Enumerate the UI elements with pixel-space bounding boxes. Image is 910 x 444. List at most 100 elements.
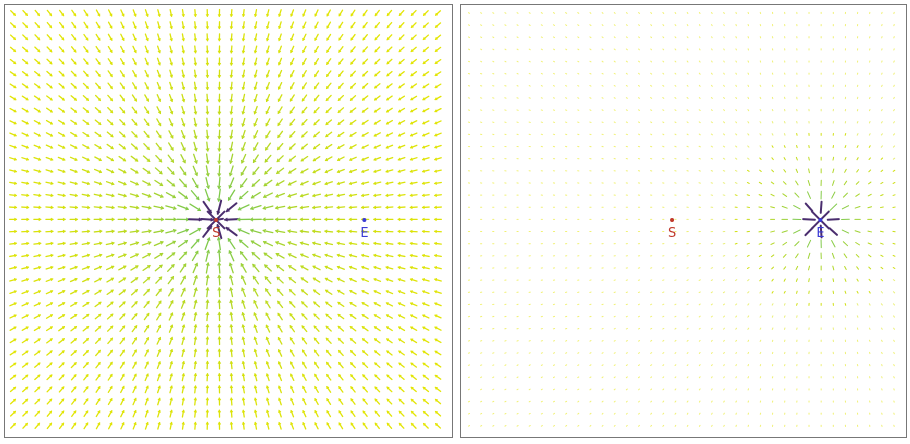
field-vector-head xyxy=(228,249,233,254)
field-vector-head xyxy=(109,385,113,389)
field-vector-head xyxy=(349,349,354,353)
field-vector xyxy=(9,83,17,89)
field-vector xyxy=(349,313,357,320)
field-vector-head xyxy=(14,205,18,209)
field-vector xyxy=(879,206,884,209)
field-vector xyxy=(867,193,872,197)
field-vector-head xyxy=(217,360,222,364)
field-vector-head xyxy=(123,241,128,246)
field-vector xyxy=(880,194,884,197)
field-vector-head xyxy=(181,98,186,103)
field-vector xyxy=(324,265,333,271)
field-vector-head xyxy=(49,422,53,426)
field-vector-head xyxy=(290,62,294,66)
field-vector-head xyxy=(13,314,17,318)
field-vector xyxy=(289,118,296,126)
field-vector-head xyxy=(25,109,29,113)
field-vector xyxy=(832,156,835,161)
field-vector xyxy=(169,57,173,66)
field-vector xyxy=(410,95,418,101)
marker-s-dot xyxy=(214,218,219,222)
field-vector xyxy=(178,251,188,261)
field-vector xyxy=(577,97,580,99)
field-vector xyxy=(893,315,895,318)
field-vector xyxy=(422,169,430,173)
field-vector xyxy=(674,84,677,87)
field-vector xyxy=(601,327,604,330)
field-vector-head xyxy=(13,133,17,137)
field-vector xyxy=(686,145,689,148)
field-vector-head xyxy=(121,25,125,29)
field-vector-head xyxy=(37,49,41,53)
field-vector xyxy=(263,252,273,260)
field-vector xyxy=(253,105,258,115)
field-vector-head xyxy=(217,299,222,303)
field-vector-head xyxy=(350,422,354,426)
field-vector-head xyxy=(324,205,328,210)
field-vector xyxy=(759,157,762,160)
field-vector-head xyxy=(361,302,365,306)
field-vector xyxy=(264,276,272,285)
field-vector-head xyxy=(25,326,29,330)
field-vector-head xyxy=(38,253,42,258)
field-vector-head xyxy=(422,37,426,41)
field-vector xyxy=(398,9,405,16)
field-vector xyxy=(674,327,677,330)
field-vector-head xyxy=(146,134,150,139)
field-vector-head xyxy=(326,373,330,377)
field-vector-head xyxy=(37,386,41,390)
field-vector xyxy=(832,265,835,271)
field-vector xyxy=(613,109,616,111)
field-vector xyxy=(650,315,653,318)
field-vector-head xyxy=(217,421,222,425)
field-vector xyxy=(132,70,137,78)
field-vector-head xyxy=(25,410,29,414)
field-vector xyxy=(168,130,174,139)
field-vector xyxy=(107,21,113,29)
field-vector-head xyxy=(25,350,29,354)
field-vector xyxy=(266,361,270,370)
field-vector xyxy=(723,303,726,306)
field-vector-head xyxy=(337,337,341,341)
field-vector xyxy=(132,361,137,369)
field-vector xyxy=(299,241,310,246)
field-vector-head xyxy=(37,85,41,89)
field-vector xyxy=(181,93,185,103)
field-vector-head xyxy=(274,205,279,210)
field-vector-head xyxy=(302,25,306,29)
field-vector-head xyxy=(122,301,126,305)
field-vector xyxy=(94,94,102,102)
field-vector-head xyxy=(109,37,113,41)
field-vector xyxy=(9,314,17,319)
field-vector xyxy=(9,398,17,405)
field-vector xyxy=(241,141,246,152)
field-vector-head xyxy=(229,147,234,152)
field-vector xyxy=(841,229,850,234)
field-vector xyxy=(45,193,54,197)
field-vector-head xyxy=(397,314,402,318)
field-vector xyxy=(589,388,592,391)
field-vector xyxy=(409,169,418,173)
field-vector-head xyxy=(338,13,342,17)
field-vector xyxy=(338,58,344,65)
field-vector xyxy=(747,279,750,282)
field-vector xyxy=(181,117,185,127)
field-vector-head xyxy=(409,145,414,149)
field-vector-head xyxy=(373,157,377,161)
field-vector xyxy=(565,72,568,75)
field-vector-head xyxy=(398,37,402,41)
field-vector-head xyxy=(109,25,113,29)
field-vector-head xyxy=(74,241,79,246)
field-vector xyxy=(82,277,90,283)
field-vector xyxy=(118,168,127,174)
field-vector xyxy=(492,376,495,379)
field-vector-head xyxy=(85,361,89,366)
field-vector xyxy=(153,192,164,198)
field-vector xyxy=(107,349,113,357)
field-vector-head xyxy=(302,397,306,401)
field-vector xyxy=(144,385,149,394)
field-vector xyxy=(361,278,369,283)
field-vector xyxy=(771,109,774,112)
field-vector-head xyxy=(133,337,137,341)
field-vector xyxy=(95,373,101,381)
